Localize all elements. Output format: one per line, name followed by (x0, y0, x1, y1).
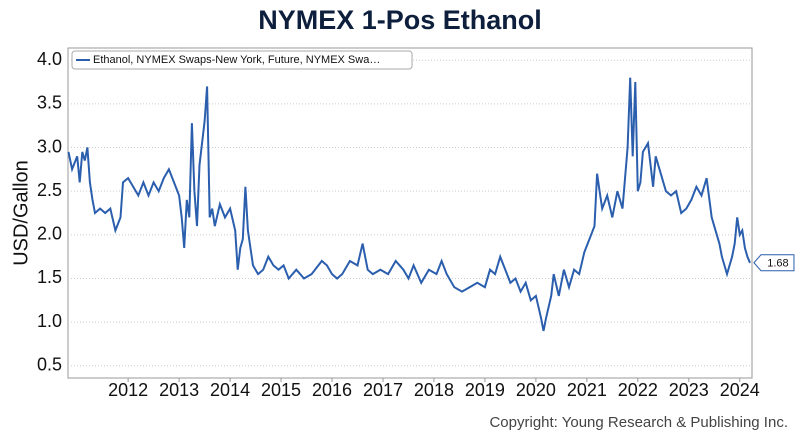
x-tick-label: 2023 (669, 380, 709, 400)
x-tick-label: 2024 (720, 380, 760, 400)
y-tick-label: 0.5 (37, 355, 62, 375)
legend-box (71, 50, 413, 70)
chart-title: NYMEX 1-Pos Ethanol (258, 5, 542, 35)
legend-label: Ethanol, NYMEX Swaps-New York, Future, N… (93, 54, 380, 66)
y-tick-label: 1.0 (37, 311, 62, 331)
x-tick-label: 2019 (465, 380, 505, 400)
x-tick-label: 2013 (159, 380, 199, 400)
y-tick-label: 1.5 (37, 267, 62, 287)
line-series (67, 77, 751, 332)
last-value-box (753, 254, 795, 272)
y-axis-label: USD/Gallon (10, 160, 32, 266)
x-tick-label: 2017 (363, 380, 403, 400)
y-tick-label: 2.5 (37, 180, 62, 200)
x-tick-label: 2020 (516, 380, 556, 400)
y-tick-label: 3.0 (37, 136, 62, 156)
plot-area (67, 47, 753, 379)
x-tick-label: 2012 (108, 380, 148, 400)
x-tick-label: 2022 (618, 380, 658, 400)
x-tick-label: 2016 (312, 380, 352, 400)
x-tick-label: 2021 (567, 380, 607, 400)
x-tick-label: 2015 (261, 380, 301, 400)
copyright: Copyright: Young Research & Publishing I… (489, 414, 788, 431)
y-tick-label: 4.0 (37, 49, 62, 69)
x-tick-label: 2018 (414, 380, 454, 400)
x-tick-label: 2014 (210, 380, 250, 400)
y-tick-label: 3.5 (37, 93, 62, 113)
last-value-label: 1.68 (767, 258, 788, 270)
y-tick-label: 2.0 (37, 224, 62, 244)
